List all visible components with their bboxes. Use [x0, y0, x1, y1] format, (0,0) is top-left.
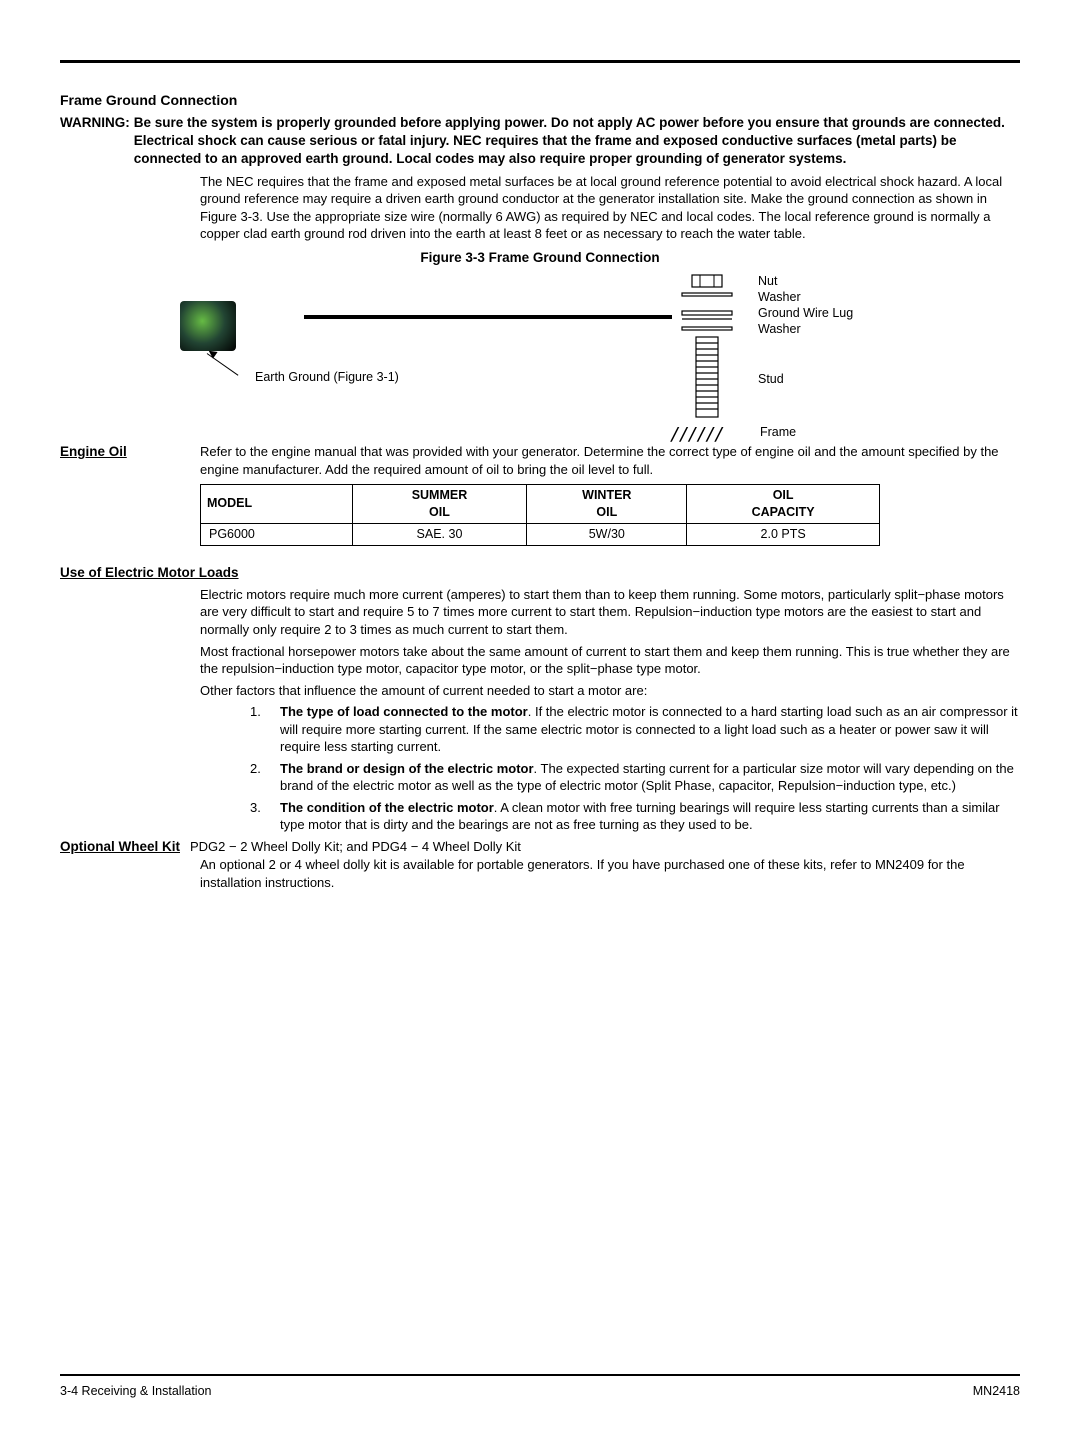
- list-item: 2. The brand or design of the electric m…: [250, 760, 1020, 795]
- list-item: 1. The type of load connected to the mot…: [250, 703, 1020, 756]
- item-text: The brand or design of the electric moto…: [280, 760, 1020, 795]
- footer-left: 3-4 Receiving & Installation: [60, 1383, 211, 1400]
- table-header-row: MODEL SUMMEROIL WINTEROIL OILCAPACITY: [201, 485, 880, 524]
- item-num: 1.: [250, 703, 280, 756]
- figure-title: Figure 3-3 Frame Ground Connection: [60, 249, 1020, 267]
- item-text: The type of load connected to the motor.…: [280, 703, 1020, 756]
- td-model: PG6000: [201, 523, 353, 545]
- th-winter-text: WINTEROIL: [582, 488, 631, 519]
- bottom-rule: [60, 1374, 1020, 1376]
- item-num: 2.: [250, 760, 280, 795]
- warning-label: WARNING:: [60, 114, 130, 169]
- arrow-line: [207, 353, 239, 376]
- frame-ground-body: The NEC requires that the frame and expo…: [200, 173, 1020, 243]
- item-text: The condition of the electric motor. A c…: [280, 799, 1020, 834]
- td-capacity: 2.0 PTS: [687, 523, 880, 545]
- th-summer: SUMMEROIL: [352, 485, 527, 524]
- footer: 3-4 Receiving & Installation MN2418: [60, 1383, 1020, 1400]
- earth-ground-label: Earth Ground (Figure 3-1): [255, 369, 399, 386]
- washer1-label: Washer: [758, 289, 801, 306]
- ground-lug-photo: [180, 301, 236, 351]
- th-model: MODEL: [201, 485, 353, 524]
- motor-loads-heading: Use of Electric Motor Loads: [60, 564, 1020, 582]
- wheel-kit-line2: An optional 2 or 4 wheel dolly kit is av…: [200, 856, 1020, 891]
- item-bold: The type of load connected to the motor: [280, 704, 528, 719]
- numbered-list: 1. The type of load connected to the mot…: [250, 703, 1020, 834]
- frame-hatching: //////: [670, 423, 723, 447]
- top-rule: [60, 60, 1020, 63]
- wheel-kit-row: Optional Wheel Kit PDG2 − 2 Wheel Dolly …: [60, 838, 1020, 856]
- engine-oil-heading: Engine Oil: [60, 443, 200, 478]
- footer-right: MN2418: [973, 1383, 1020, 1400]
- frame-ground-title: Frame Ground Connection: [60, 91, 1020, 110]
- ground-wire: [304, 315, 672, 319]
- lug-label: Ground Wire Lug: [758, 305, 853, 322]
- th-winter: WINTEROIL: [527, 485, 687, 524]
- nut-label: Nut: [758, 273, 777, 290]
- item-num: 3.: [250, 799, 280, 834]
- frame-label: Frame: [760, 424, 796, 441]
- td-summer: SAE. 30: [352, 523, 527, 545]
- th-capacity-text: OILCAPACITY: [752, 488, 815, 519]
- td-winter: 5W/30: [527, 523, 687, 545]
- warning-text: Be sure the system is properly grounded …: [134, 114, 1020, 169]
- wheel-kit-heading: Optional Wheel Kit: [60, 838, 180, 856]
- engine-oil-text: Refer to the engine manual that was prov…: [200, 443, 1020, 478]
- wheel-kit-line1: PDG2 − 2 Wheel Dolly Kit; and PDG4 − 4 W…: [190, 838, 521, 856]
- list-item: 3. The condition of the electric motor. …: [250, 799, 1020, 834]
- th-capacity: OILCAPACITY: [687, 485, 880, 524]
- stud-label: Stud: [758, 371, 784, 388]
- figure-3-3: Earth Ground (Figure 3-1): [60, 271, 1020, 441]
- warning-block: WARNING: Be sure the system is properly …: [60, 114, 1020, 169]
- bolt-assembly: [672, 271, 742, 426]
- motor-loads-p1: Electric motors require much more curren…: [200, 586, 1020, 639]
- table-row: PG6000 SAE. 30 5W/30 2.0 PTS: [201, 523, 880, 545]
- item-bold: The condition of the electric motor: [280, 800, 494, 815]
- engine-oil-row: Engine Oil Refer to the engine manual th…: [60, 443, 1020, 478]
- item-bold: The brand or design of the electric moto…: [280, 761, 534, 776]
- motor-loads-p2: Most fractional horsepower motors take a…: [200, 643, 1020, 678]
- oil-table: MODEL SUMMEROIL WINTEROIL OILCAPACITY PG…: [200, 484, 880, 546]
- motor-loads-p3: Other factors that influence the amount …: [200, 682, 1020, 700]
- washer2-label: Washer: [758, 321, 801, 338]
- th-summer-text: SUMMEROIL: [412, 488, 468, 519]
- bolt-svg: [672, 271, 742, 426]
